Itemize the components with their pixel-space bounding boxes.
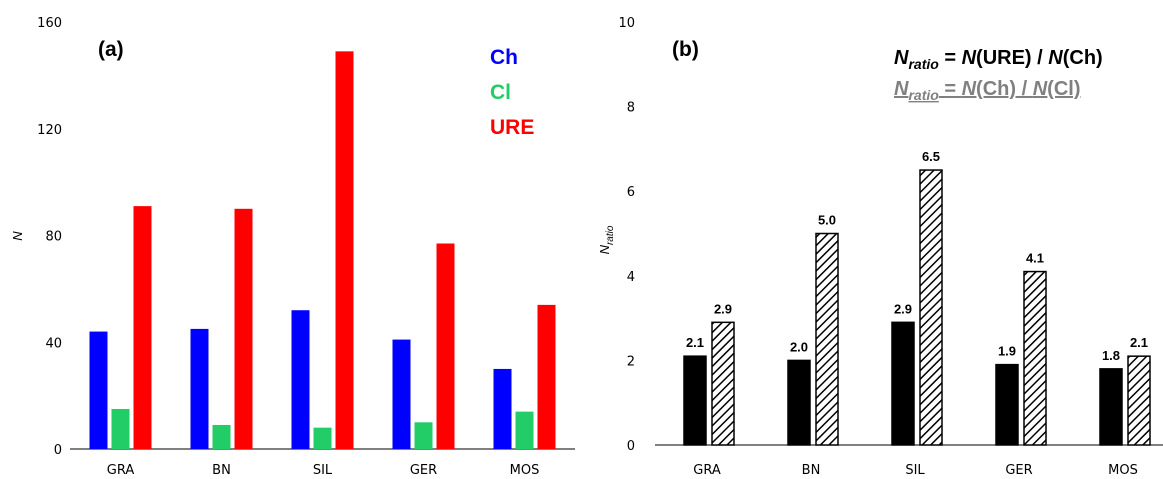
- panel-a-bar-ure-ger: [436, 243, 455, 449]
- panel-a-plot: 0 40 80 120 160 GRA BN SIL GER MOS: [37, 16, 575, 478]
- panel-b-y-tick-label: 4: [627, 270, 635, 285]
- panel-a-x-tick-label: BN: [212, 463, 231, 478]
- panel-a-y-axis-label: N: [10, 231, 25, 241]
- panel-b-data-label: 2.1: [1130, 335, 1148, 350]
- panel-b-bar-ure-ch-gra: [683, 355, 707, 446]
- panel-a-bar-ch-mos: [493, 368, 512, 449]
- panel-a-y-tick-label: 120: [37, 123, 62, 138]
- panel-b-y-axis-label: Nratio: [597, 225, 616, 254]
- panel-a-y-tick-label: 160: [37, 16, 62, 31]
- panel-b-bar-ure-ch-ger: [995, 363, 1019, 446]
- panel-a-bar-ure-bn: [234, 208, 253, 449]
- panel-b-data-label: 4.1: [1026, 251, 1044, 266]
- panel-a-bar-ure-mos: [537, 304, 556, 449]
- panel-b-legend: Nratio = N(URE) / N(Ch) Nratio = N(Ch) / …: [894, 47, 1103, 103]
- panel-b-y-axis-label-sub: ratio: [605, 225, 616, 245]
- panel-a-legend-ch: Ch: [490, 46, 518, 69]
- panel-b: (b) Nratio Nratio = N(URE) / N(Ch)Nratio…: [597, 38, 1103, 254]
- panel-a-bar-ure-sil: [335, 51, 354, 449]
- panel-a-bar-ch-gra: [89, 331, 108, 449]
- panel-b-label: (b): [672, 38, 699, 61]
- panel-a-x-tick-label: GRA: [107, 463, 135, 478]
- panel-b-data-label: 2.1: [686, 335, 704, 350]
- panel-b-data-label: 6.5: [922, 149, 940, 164]
- panel-b-bar-ure-ch-mos: [1099, 368, 1123, 446]
- panel-b-bar-ch-cl-mos: [1127, 355, 1151, 446]
- panel-a-legend-cl: Cl: [490, 81, 511, 104]
- panel-b-data-label: 2.0: [790, 339, 808, 354]
- panel-a-bar-cl-bn: [212, 424, 231, 449]
- panel-b-y-tick-label: 0: [627, 439, 635, 454]
- panel-b-data-label: 2.9: [894, 301, 912, 316]
- panel-b-bar-ch-cl-sil: [919, 169, 943, 446]
- panel-b-y-tick-label: 8: [627, 101, 635, 116]
- panel-a-legend: Ch Cl URE: [490, 46, 534, 139]
- panel-a-bar-cl-gra: [111, 408, 130, 449]
- panel-a-y-tick-label: 40: [45, 336, 62, 351]
- panel-b-y-tick-label: 10: [618, 16, 635, 31]
- panel-a-y-tick-label: 80: [45, 230, 62, 245]
- panel-b-bar-ch-cl-ger: [1023, 270, 1047, 446]
- panel-b-bar-ch-cl-bn: [815, 232, 839, 446]
- panel-a-bar-ch-ger: [392, 339, 411, 449]
- panel-b-bar-ure-ch-bn: [787, 359, 811, 446]
- panel-b-x-tick-label: MOS: [1108, 463, 1138, 478]
- panel-b-y-tick-label: 2: [627, 354, 635, 369]
- panel-b-legend-entry-1: Nratio = N(URE) / N(Ch): [894, 47, 1103, 72]
- panel-a-bar-cl-ger: [414, 422, 433, 449]
- panel-a-bar-ch-bn: [190, 328, 209, 449]
- panel-b-legend-entry-2: Nratio = N(Ch) / N(Cl): [894, 78, 1080, 103]
- panel-a-bar-cl-sil: [313, 427, 332, 449]
- panel-a-x-tick-label: SIL: [313, 463, 333, 478]
- panel-b-data-label: 2.9: [714, 301, 732, 316]
- panel-a-legend-ure: URE: [490, 116, 534, 139]
- panel-b-x-tick-label: GER: [1005, 463, 1032, 478]
- panel-b-bar-ure-ch-sil: [891, 321, 915, 446]
- panel-b-data-label: 1.8: [1102, 348, 1120, 363]
- panel-b-x-tick-label: GRA: [693, 463, 721, 478]
- panel-a-y-tick-label: 0: [54, 443, 62, 458]
- panel-b-bar-ch-cl-gra: [711, 321, 735, 446]
- panel-a: (a) N Ch Cl URE: [10, 38, 534, 241]
- panel-a-bar-ch-sil: [291, 310, 310, 449]
- panel-b-y-axis-label-main: N: [597, 244, 612, 254]
- panel-b-y-tick-label: 6: [627, 185, 635, 200]
- panel-b-x-tick-label: SIL: [905, 463, 925, 478]
- panel-a-x-tick-label: GER: [410, 463, 437, 478]
- panel-b-data-label: 1.9: [998, 344, 1016, 359]
- panel-b-data-label: 5.0: [818, 213, 836, 228]
- panel-b-plot: 0 2 4 6 8 10 GRA 2.1 2.9 BN 2.0 5.0 SIL 2.9 6.5 GER 1.9 4…: [618, 16, 1163, 478]
- panel-b-x-tick-label: BN: [802, 463, 821, 478]
- panel-a-bar-ure-gra: [133, 206, 152, 449]
- panel-a-label: (a): [98, 38, 124, 61]
- panel-a-bar-cl-mos: [515, 411, 534, 449]
- panel-a-x-tick-label: MOS: [510, 463, 540, 478]
